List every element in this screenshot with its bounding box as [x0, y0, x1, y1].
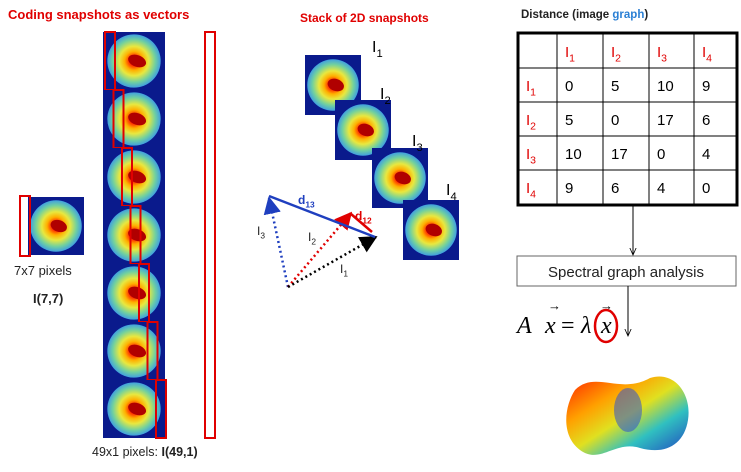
label-sub: 1: [530, 87, 536, 99]
subscript-label: d12: [355, 209, 372, 226]
table-value: 9: [565, 180, 573, 197]
title-text: Distance (image: [521, 9, 612, 21]
table-cell: [518, 33, 557, 68]
column-caption: 49x1 pixels: I(49,1): [92, 445, 198, 459]
vector-i1: [288, 237, 376, 287]
analysis-label: Spectral graph analysis: [548, 264, 704, 281]
title-highlight: graph: [612, 9, 644, 21]
table-cell: [603, 102, 649, 136]
small-label: I(7,7): [33, 291, 63, 306]
snapshot: [103, 264, 165, 322]
vector-i3: [269, 198, 288, 287]
snapshot: [403, 200, 459, 260]
snapshot: [103, 90, 165, 148]
label-sub: 4: [706, 53, 712, 65]
table-cell: [557, 33, 603, 68]
table-cell: [694, 68, 737, 102]
eq-matrix: A: [515, 313, 532, 339]
table-value: 17: [611, 146, 628, 163]
vector-arrow: →: [548, 298, 561, 313]
equation: A x → = λ x →: [515, 298, 617, 342]
table-value: 4: [702, 146, 710, 163]
title-text: ): [644, 9, 648, 21]
diagram: Coding snapshots as vectors Stack of 2D …: [0, 0, 741, 472]
label-sub: 1: [343, 269, 348, 279]
label-sub: 2: [615, 53, 621, 65]
eq-vector: x: [544, 313, 556, 339]
eq-rhs-vector: x: [600, 313, 612, 339]
label-sub: 1: [376, 48, 382, 60]
table-cell: [694, 102, 737, 136]
table-value: 10: [565, 146, 582, 163]
surface-hole: [614, 388, 642, 432]
middle-title: Stack of 2D snapshots: [300, 11, 429, 25]
subscript-label: I2: [308, 230, 316, 247]
table-cell: [694, 170, 737, 205]
vector-column: [205, 32, 215, 438]
table-cell: [557, 170, 603, 205]
label-sub: 4: [530, 189, 536, 201]
table-cell: [694, 33, 737, 68]
snapshot-images: [28, 32, 459, 438]
table-value: 4: [657, 180, 665, 197]
subscript-label: I1: [340, 262, 348, 279]
eq-eigenvalue: λ: [580, 313, 591, 339]
label-sub: 3: [416, 142, 422, 154]
table-cell: [518, 102, 557, 136]
right-title: Distance (image graph): [521, 9, 648, 21]
subscript-label: I4: [446, 182, 457, 203]
caption-label: I(49,1): [161, 445, 197, 459]
snapshot: [103, 32, 165, 90]
table-cell: [649, 170, 694, 205]
table-cell: [649, 136, 694, 170]
table-cell: [518, 136, 557, 170]
table-value: 0: [611, 112, 619, 129]
table-cell: [649, 33, 694, 68]
small-caption: 7x7 pixels: [14, 263, 72, 278]
snapshot: [103, 206, 165, 264]
table-cell: [518, 68, 557, 102]
eq-equals: =: [561, 313, 575, 339]
label-sub: 3: [530, 155, 536, 167]
table-cell: [557, 68, 603, 102]
table-cell: [557, 102, 603, 136]
table-value: 5: [565, 112, 573, 129]
caption-text: 49x1 pixels:: [92, 445, 161, 459]
label-sub: 2: [530, 121, 536, 133]
table-cell: [518, 170, 557, 205]
label-sub: 12: [362, 216, 372, 226]
label-sub: 3: [661, 53, 667, 65]
label-sub: 2: [311, 237, 316, 247]
label-sub: 1: [569, 53, 575, 65]
table-value: 6: [611, 180, 619, 197]
snapshot: [103, 322, 165, 380]
snapshot: [103, 148, 165, 206]
table-value: 0: [657, 146, 665, 163]
table-value: 17: [657, 112, 674, 129]
snapshot: [28, 197, 84, 255]
table-value: 0: [702, 180, 710, 197]
subscript-label: I1: [372, 39, 383, 60]
table-cell: [603, 33, 649, 68]
label-sub: 2: [384, 95, 390, 107]
table-value: 0: [565, 78, 573, 95]
label-sub: 4: [450, 191, 456, 203]
label-sub: 3: [260, 231, 265, 241]
table-value: 5: [611, 78, 619, 95]
label-sub: 13: [305, 200, 315, 210]
table-cell: [603, 68, 649, 102]
subscript-label: I3: [257, 224, 265, 241]
left-title: Coding snapshots as vectors: [8, 7, 189, 22]
table-value: 10: [657, 78, 674, 95]
table-cell: [603, 170, 649, 205]
table-cell: [694, 136, 737, 170]
snapshot: [372, 148, 428, 208]
label-base: d: [355, 209, 362, 223]
table-value: 6: [702, 112, 710, 129]
table-value: 9: [702, 78, 710, 95]
label-base: d: [298, 193, 305, 207]
